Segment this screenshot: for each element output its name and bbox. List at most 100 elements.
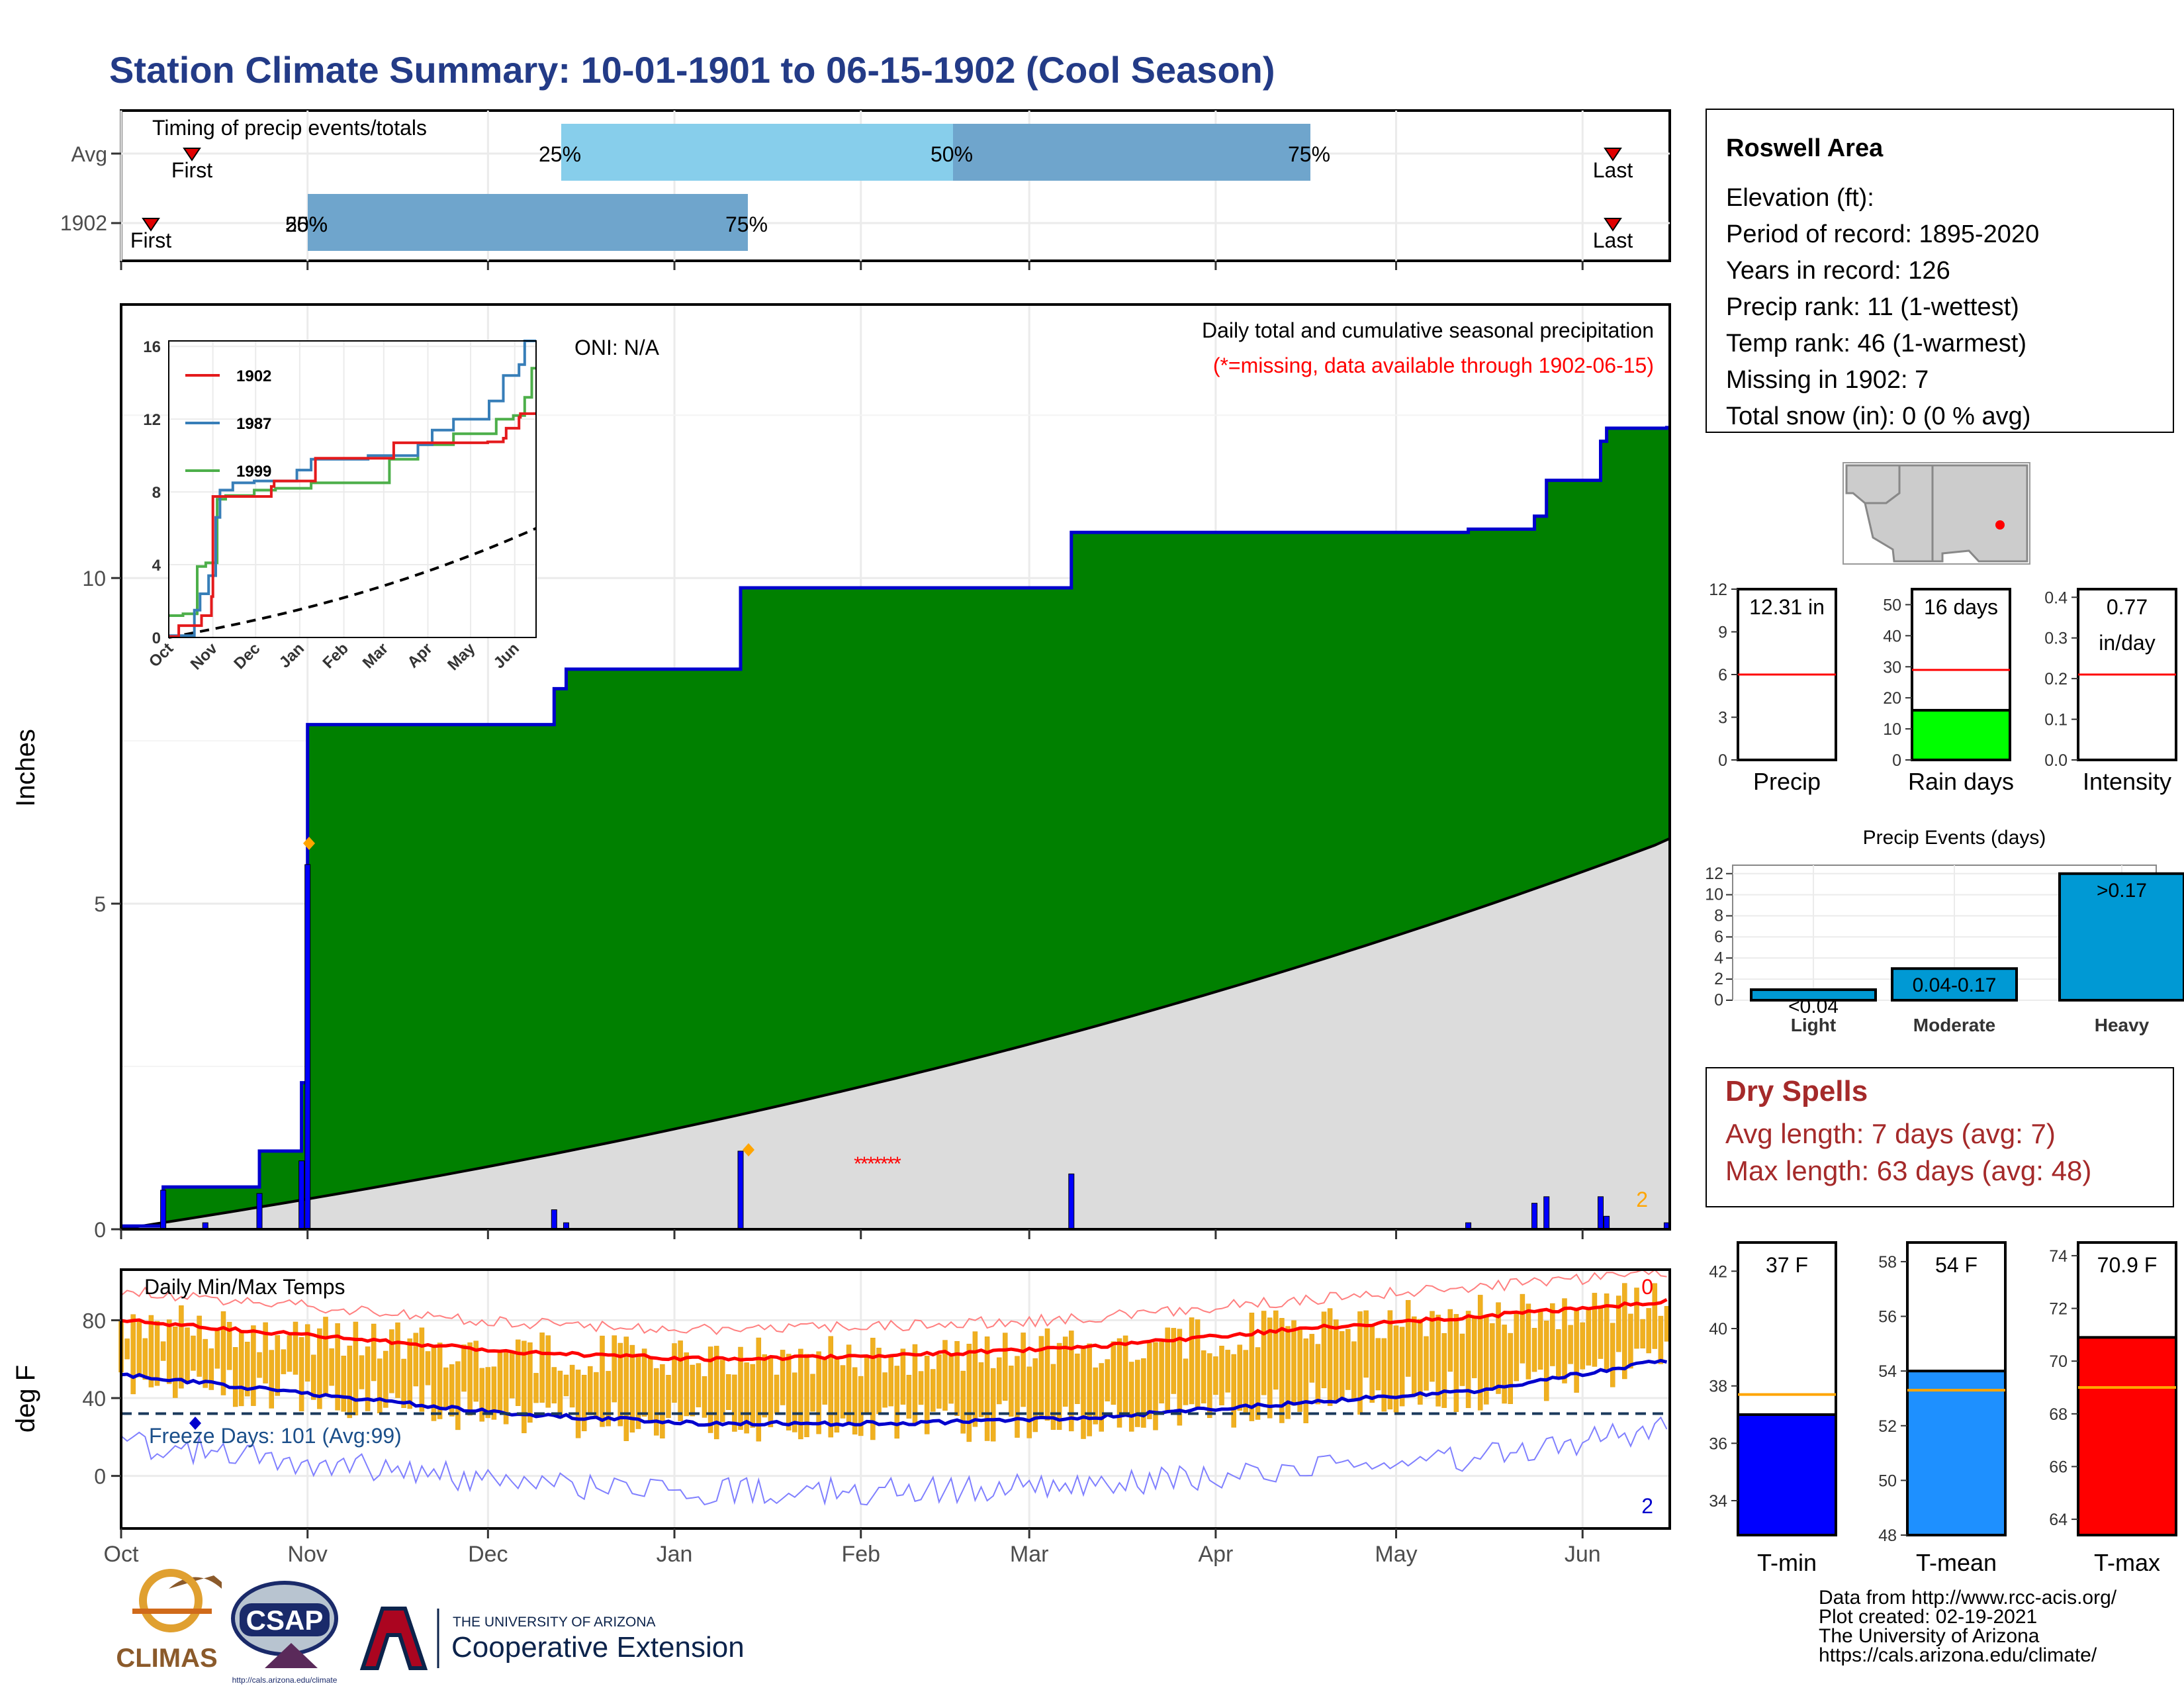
daily-temp-bar (1116, 1338, 1122, 1428)
gauge-tick-label: 0.1 (2044, 711, 2068, 729)
daily-temp-bar (232, 1347, 238, 1407)
daily-temp-bar (588, 1366, 593, 1415)
daily-temp-bar (281, 1349, 287, 1374)
gauge-value: 12.31 in (1749, 595, 1825, 619)
daily-temp-bar (1652, 1283, 1658, 1349)
missing-star-icon: * (860, 1153, 868, 1175)
daily-temp-bar (1574, 1309, 1579, 1393)
daily-temp-bar (1664, 1306, 1670, 1342)
credit-line-1: Data from http://www.rcc-acis.org/ (1819, 1587, 2117, 1609)
y1902-row-label: 1902 (60, 211, 107, 235)
daily-temp-bar (419, 1327, 425, 1412)
daily-temp-bar (347, 1345, 353, 1419)
daily-temp-bar (516, 1339, 521, 1406)
record-min-line (120, 1416, 1668, 1506)
daily-temp-bar (1327, 1308, 1333, 1406)
temp-gauge-tick-label: 66 (2049, 1458, 2068, 1476)
credit-line-2: Plot created: 02-19-2021 (1819, 1606, 2037, 1628)
temp-gauge-tick-label: 36 (1709, 1434, 1727, 1453)
temp-min-count: 2 (1641, 1494, 1653, 1518)
daily-temp-bar (1189, 1317, 1195, 1405)
daily-temp-bar (762, 1354, 768, 1418)
daily-temp-bar (263, 1322, 268, 1383)
daily-temp-bar (455, 1361, 461, 1430)
daily-temp-bar (1477, 1295, 1483, 1411)
daily-temp-bar (1225, 1350, 1230, 1393)
daily-temp-bar (1453, 1314, 1459, 1412)
missing-star-icon: * (874, 1153, 882, 1175)
daily-temp-bar (1050, 1364, 1056, 1430)
daily-temp-bar (744, 1362, 749, 1434)
daily-temp-bar (491, 1366, 497, 1420)
daily-precip-bar (256, 1193, 263, 1230)
daily-temp-bar (1550, 1303, 1555, 1366)
daily-temp-bar (1207, 1353, 1212, 1419)
daily-temp-bar (1514, 1313, 1520, 1382)
daily-temp-bar (124, 1338, 130, 1360)
page-title: Station Climate Summary: 10-01-1901 to 0… (109, 49, 1275, 91)
daily-temp-bar (191, 1335, 196, 1371)
temp-ytick-label: 40 (82, 1387, 106, 1411)
daily-temp-bar (816, 1351, 821, 1434)
daily-precip-bar (737, 1150, 744, 1230)
info-line: Years in record: 126 (1726, 257, 1950, 285)
daily-temp-bar (798, 1348, 803, 1440)
daily-temp-bar (1381, 1338, 1387, 1412)
station-name: Roswell Area (1726, 134, 1884, 162)
daily-temp-bar (1171, 1328, 1177, 1394)
y1902-25-75-bar (308, 194, 748, 251)
daily-temp-bar (1496, 1302, 1501, 1394)
temperature-gauges: 34 36 38 40 42 37 F T-min 48 50 52 54 56 58 54 F T-mea… (1709, 1241, 2177, 1576)
daily-temp-bar (1459, 1333, 1465, 1386)
daily-precip-bar (304, 864, 311, 1230)
daily-temp-bar (557, 1370, 563, 1419)
daily-precip-bar (160, 1190, 167, 1230)
daily-temp-bar (563, 1374, 569, 1397)
daily-temp-bar (1345, 1329, 1351, 1390)
info-line: Missing in 1902: 7 (1726, 366, 1929, 394)
daily-temp-bar (1303, 1338, 1308, 1423)
daily-temp-bar (942, 1340, 948, 1411)
avg-p25-label: 25% (539, 142, 581, 166)
daily-temp-bar (1471, 1317, 1477, 1378)
daily-temp-bar (834, 1357, 840, 1432)
event-bar-label: >0.17 (2097, 880, 2147, 902)
daily-temp-bar (1141, 1358, 1146, 1428)
temp-max-count: 0 (1641, 1275, 1653, 1299)
daily-temp-bar (377, 1358, 383, 1413)
temp-gauge-value: 37 F (1766, 1253, 1808, 1277)
daily-temp-bar (768, 1357, 774, 1428)
inset-ytick-label: 0 (152, 630, 161, 647)
daily-temp-bar (702, 1376, 707, 1418)
dry-spells-title: Dry Spells (1725, 1075, 1868, 1107)
daily-temp-bar (275, 1335, 281, 1396)
y1902-first-label: First (130, 228, 171, 252)
daily-temp-bar (1099, 1363, 1104, 1432)
daily-temp-bar (160, 1341, 166, 1361)
daily-temp-bar (840, 1365, 846, 1419)
daily-temp-bar (1580, 1322, 1585, 1370)
temp-gauge-value: 54 F (1935, 1253, 1978, 1277)
daily-temp-bar (154, 1321, 160, 1386)
inset-ytick-label: 4 (152, 557, 161, 575)
gauge-tick-label: 10 (1883, 720, 1901, 739)
daily-temp-bar (1658, 1315, 1664, 1364)
daily-temp-bar (1502, 1325, 1507, 1404)
daily-temp-bar (130, 1314, 136, 1395)
avg-first-label: First (171, 158, 212, 182)
inset-series-1999 (169, 367, 536, 617)
csap-logo: CSAP http://cals.arizona.edu/climate (231, 1581, 338, 1685)
daily-temp-bar (497, 1352, 503, 1413)
daily-precip-bar (1604, 1215, 1610, 1230)
daily-temp-bar (726, 1374, 731, 1411)
daily-temp-bar (208, 1348, 214, 1390)
daily-precip-bar (1068, 1173, 1075, 1230)
daily-temp-bar (606, 1371, 611, 1427)
daily-temp-bar (1568, 1325, 1573, 1364)
daily-temp-bar (413, 1333, 419, 1387)
daily-temp-bar (1424, 1336, 1429, 1391)
avg-50-75-bar (953, 124, 1310, 181)
daily-temp-bar (1219, 1346, 1224, 1405)
daily-temp-bar (1418, 1319, 1423, 1405)
gauge-tick-label: 0.4 (2044, 588, 2068, 607)
